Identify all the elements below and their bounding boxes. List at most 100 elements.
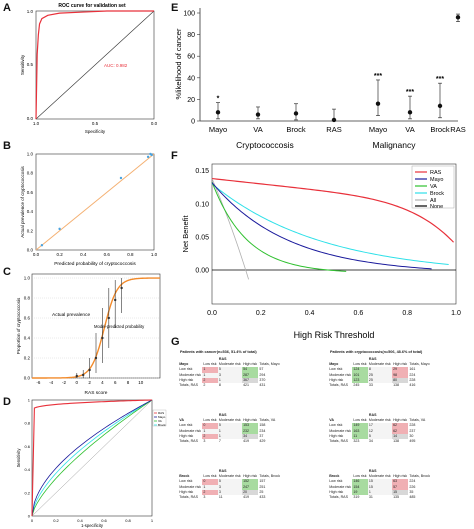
table-cell: 63 bbox=[391, 479, 409, 485]
table-cell: 0 bbox=[202, 423, 218, 429]
chart-b-xtick-5: 1.0 bbox=[151, 252, 158, 257]
table-cell: 1 bbox=[202, 367, 218, 373]
table-cell: 146 bbox=[352, 479, 368, 485]
table-cell: High risk bbox=[329, 433, 344, 438]
panel-label-c: C bbox=[3, 266, 11, 278]
table-cell: 3 bbox=[203, 439, 206, 444]
gLeft-table-va: RAS VA Low risk Moderate risk High risk Total… bbox=[178, 413, 277, 444]
chart-f-ticks: 0.0 0.2 0.4 0.6 0.8 1.0 0.00 0.05 0.10 0.15 bbox=[195, 168, 461, 317]
chart-f-xtick-0: 0.0 bbox=[207, 310, 217, 317]
table-cell: 2 bbox=[203, 383, 206, 388]
table-cell: 5 bbox=[217, 423, 242, 429]
chart-d-roc-comparison: 0 0.2 0.4 0.6 0.8 1 0 0.2 0.4 0.6 0.8 1 RAS Mayo VA… bbox=[16, 398, 166, 529]
table-cell: Totals, RAS bbox=[179, 383, 198, 388]
chart-d-xlabel: 1-specificity bbox=[81, 523, 104, 528]
table-cell: Low risk bbox=[203, 474, 217, 479]
chart-f-legend-ras: RAS bbox=[430, 170, 442, 176]
table-cell: 226 bbox=[409, 484, 416, 489]
table-cell: 1 bbox=[202, 372, 218, 378]
chart-d-ytick-4: 0.8 bbox=[24, 421, 30, 426]
chart-c-point-1 bbox=[82, 373, 85, 377]
chart-d-ytick-5: 1 bbox=[28, 398, 31, 403]
table-cell: Moderate risk bbox=[329, 428, 351, 433]
chart-c-xtick-7: 8 bbox=[127, 380, 130, 385]
chart-b-xtick-0: 0.0 bbox=[33, 252, 40, 257]
chart-e-ytick-5: 100 bbox=[183, 11, 195, 18]
table-cell: 5 bbox=[367, 433, 392, 440]
chart-f-curve-va bbox=[211, 181, 347, 272]
chart-e-group-cryptococcosis: Cryptococcosis bbox=[236, 140, 294, 150]
table-cell: Totals, RAS bbox=[329, 495, 348, 500]
table-cell: Moderate risk bbox=[329, 372, 351, 377]
table-cell: 34 bbox=[241, 433, 259, 440]
chart-c-point-5 bbox=[107, 316, 111, 320]
table-cell: 251 bbox=[259, 484, 266, 489]
chart-b-points bbox=[40, 152, 153, 247]
chart-c-point-6 bbox=[114, 298, 117, 302]
chart-c-xlabel: RAS score bbox=[85, 390, 108, 396]
table-cell: 8 bbox=[367, 367, 392, 373]
table-cell: Totals, Brock bbox=[409, 474, 430, 479]
table-cell: Totals, Mayo bbox=[259, 362, 280, 367]
chart-c-xtick-1: -4 bbox=[49, 380, 53, 385]
chart-e-point-6 bbox=[437, 103, 443, 109]
chart-a-ytick-0: 0.0 bbox=[27, 116, 34, 121]
table-cell: 367 bbox=[241, 377, 259, 384]
table-cell: 319 bbox=[353, 495, 360, 500]
table-cell: 1 bbox=[217, 377, 242, 384]
chart-c-ytick-1: 0.2 bbox=[24, 356, 31, 361]
table-cell: Totals, VA bbox=[409, 418, 426, 423]
chart-b-ylabel: Actual prevalence of cryptococcosis bbox=[20, 165, 25, 237]
chart-c-ticks: -6 -4 -2 0 2 4 6 8 10 0.0 0.2 0.4 0.6 0.8 1.0 bbox=[24, 276, 144, 386]
table-cell: 25 bbox=[367, 372, 392, 378]
chart-b-point-5 bbox=[150, 153, 153, 157]
table-cell: VA bbox=[179, 418, 184, 423]
panel-label-e: E bbox=[171, 2, 179, 14]
table-cell: 80 bbox=[391, 377, 409, 384]
chart-b-xtick-2: 0.4 bbox=[80, 252, 87, 257]
chart-e-point-7 bbox=[455, 15, 461, 20]
table-cell: 247 bbox=[241, 484, 259, 490]
table-cell: High risk bbox=[393, 362, 408, 367]
chart-f-ytick-0: 0.00 bbox=[195, 268, 209, 275]
table-cell: 19 bbox=[352, 489, 368, 496]
table-cell: 62 bbox=[391, 428, 409, 434]
chart-d-xtick-2: 0.4 bbox=[77, 518, 83, 523]
chart-d-legend-brock: Brock bbox=[158, 423, 166, 427]
chart-c-point-4 bbox=[101, 336, 104, 340]
chart-d-reference-line bbox=[31, 399, 153, 517]
table-cell: Low risk bbox=[179, 367, 193, 372]
chart-c-xtick-6: 6 bbox=[114, 380, 117, 385]
chart-d-ylabel: Sensitivity bbox=[16, 448, 21, 468]
chart-e-xtick-0: Mayo bbox=[209, 125, 227, 134]
table-cell: RAS bbox=[218, 413, 227, 417]
table-cell: 1 bbox=[202, 484, 218, 490]
chart-a-title: ROC curve for validation set bbox=[58, 3, 126, 9]
chart-c-point-0 bbox=[75, 374, 78, 378]
table-cell: 234 bbox=[259, 428, 266, 433]
chart-c-xtick-2: -2 bbox=[62, 380, 66, 385]
table-cell: 294 bbox=[259, 372, 266, 377]
chart-f-xtick-2: 0.4 bbox=[305, 310, 315, 317]
chart-a-xlabel: Specificity bbox=[85, 129, 106, 134]
chart-b-xtick-1: 0.2 bbox=[56, 252, 63, 257]
table-cell: High risk bbox=[179, 433, 194, 438]
table-cell: 31 bbox=[368, 495, 373, 500]
chart-c-ras-score: -6 -4 -2 0 2 4 6 8 10 0.0 0.2 0.4 0.6 0.8 1.0 Actual p… bbox=[16, 273, 161, 396]
table-cell: 429 bbox=[259, 439, 266, 444]
chart-e-sig-4: *** bbox=[374, 73, 382, 80]
chart-f-curve-mayo bbox=[211, 182, 432, 270]
chart-f-xtick-3: 0.6 bbox=[354, 310, 364, 317]
table-cell: Totals, VA bbox=[259, 418, 276, 423]
chart-c-point-7 bbox=[120, 286, 123, 290]
table-left-title: Patients with cancer(n=536, 51.4% of tot… bbox=[180, 350, 257, 354]
chart-d-xtick-0: 0 bbox=[31, 518, 34, 523]
table-cell: 237 bbox=[409, 428, 416, 433]
table-cell: 431 bbox=[259, 383, 266, 388]
table-cell: High risk bbox=[243, 418, 258, 423]
chart-b-frame bbox=[35, 153, 155, 251]
chart-d-ytick-0: 0 bbox=[28, 514, 31, 519]
table-cell: Low risk bbox=[203, 418, 217, 423]
table-cell: 25 bbox=[367, 377, 392, 384]
